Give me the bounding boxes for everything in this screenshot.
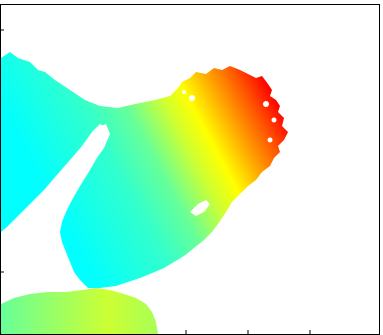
coast-notches (182, 90, 277, 143)
main-landmass (1, 52, 288, 288)
south-landmass (1, 288, 158, 334)
lake (22, 124, 110, 240)
inlet (190, 200, 210, 216)
